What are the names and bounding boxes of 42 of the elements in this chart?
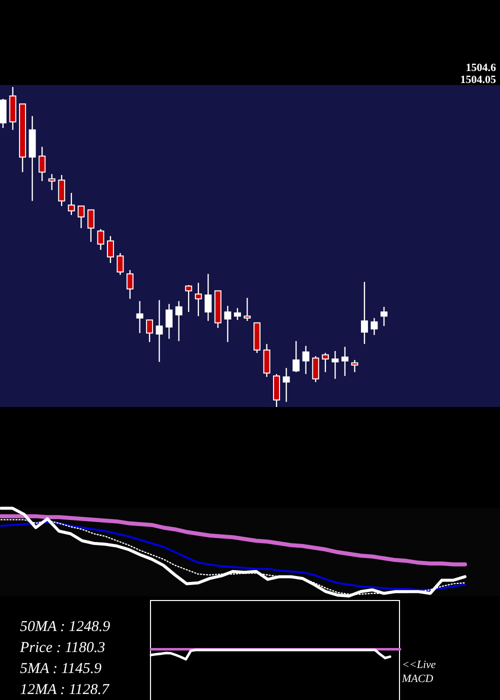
candlestick bbox=[126, 269, 134, 300]
candlestick bbox=[244, 297, 251, 322]
candlestick bbox=[224, 305, 232, 343]
candlestick bbox=[341, 346, 348, 377]
candlestick bbox=[68, 192, 75, 216]
text: 1504.05 bbox=[460, 74, 496, 86]
candlestick bbox=[282, 367, 290, 402]
candlestick bbox=[370, 317, 378, 336]
candlestick bbox=[351, 359, 358, 373]
annotation: <<Live MACD bbox=[401, 659, 436, 685]
candlestick bbox=[234, 308, 241, 321]
candlestick bbox=[87, 209, 94, 242]
candlestick bbox=[322, 352, 329, 373]
candlestick bbox=[302, 345, 310, 375]
text: 12MA : 1128.7 bbox=[20, 682, 111, 698]
candlestick bbox=[185, 284, 192, 313]
candlestick bbox=[175, 300, 182, 342]
text: 50MA : 1248.9 bbox=[20, 619, 111, 635]
candlestick bbox=[194, 282, 202, 317]
candlestick bbox=[48, 173, 56, 191]
candlestick bbox=[97, 228, 104, 250]
candlestick bbox=[332, 350, 339, 380]
candlestick bbox=[360, 281, 368, 345]
text: Price : 1180.3 bbox=[19, 640, 106, 656]
candlestick bbox=[312, 356, 320, 383]
candlestick bbox=[263, 343, 270, 378]
candlestick bbox=[116, 252, 124, 276]
candlestick bbox=[156, 300, 163, 362]
candlestick bbox=[204, 273, 212, 322]
text: 5MA : 1145.9 bbox=[20, 661, 102, 677]
candlestick bbox=[58, 174, 66, 207]
candlestick bbox=[292, 340, 300, 373]
candlestick bbox=[146, 319, 154, 343]
candlestick bbox=[38, 146, 46, 182]
candlestick bbox=[78, 205, 85, 229]
candlestick bbox=[166, 303, 173, 340]
candlestick bbox=[380, 306, 388, 327]
candlestick bbox=[106, 236, 114, 264]
text: 1504.6 bbox=[466, 62, 496, 74]
candlestick bbox=[273, 373, 280, 408]
candlestick bbox=[136, 300, 144, 334]
candlestick bbox=[0, 98, 6, 129]
